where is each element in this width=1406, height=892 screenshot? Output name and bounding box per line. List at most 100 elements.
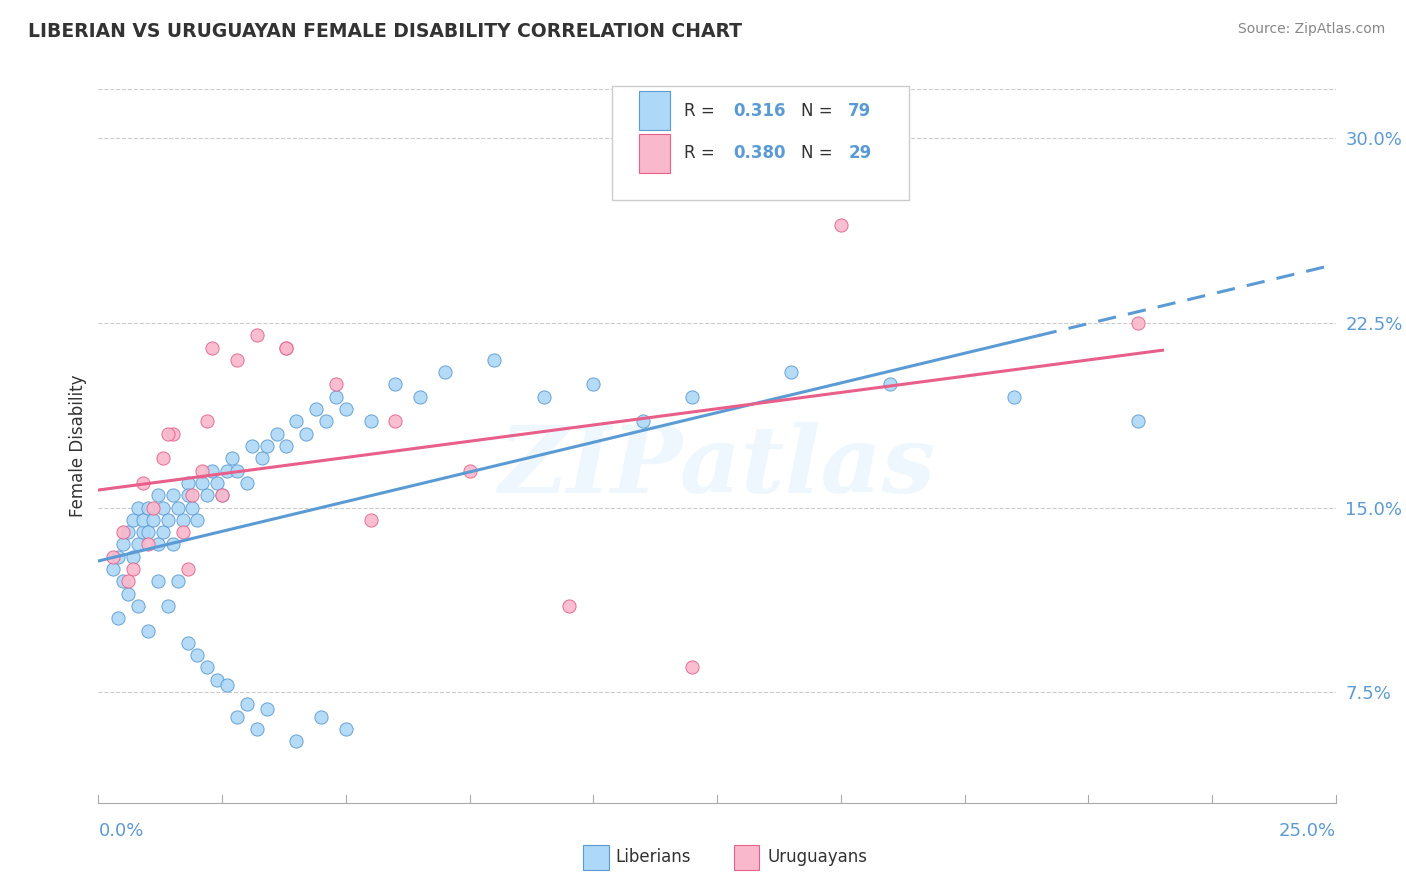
Point xyxy=(221,451,243,466)
Point xyxy=(142,500,165,515)
Point xyxy=(315,414,337,428)
Point xyxy=(1126,316,1149,330)
Point xyxy=(305,402,328,417)
Point xyxy=(191,475,214,490)
Text: 0.380: 0.380 xyxy=(733,145,786,162)
Point xyxy=(176,475,198,490)
Point xyxy=(211,488,233,502)
Text: 25.0%: 25.0% xyxy=(1278,822,1336,840)
Point xyxy=(127,500,149,515)
Text: N =: N = xyxy=(801,145,838,162)
Text: 0.316: 0.316 xyxy=(733,102,786,120)
Text: Uruguayans: Uruguayans xyxy=(768,848,868,866)
Point xyxy=(780,365,803,379)
FancyBboxPatch shape xyxy=(640,134,671,173)
Point xyxy=(112,574,135,589)
Point xyxy=(172,513,194,527)
Point xyxy=(285,414,308,428)
Point xyxy=(1002,390,1025,404)
Point xyxy=(1126,414,1149,428)
Point xyxy=(186,513,208,527)
Point xyxy=(205,673,228,687)
Point xyxy=(162,426,184,441)
Point xyxy=(112,537,135,551)
Point xyxy=(162,537,184,551)
Point xyxy=(217,678,239,692)
Point xyxy=(246,328,269,343)
Point xyxy=(122,562,145,576)
Point xyxy=(409,390,432,404)
Point xyxy=(136,537,159,551)
Point xyxy=(195,660,218,674)
Point xyxy=(217,464,239,478)
Point xyxy=(458,464,481,478)
Text: R =: R = xyxy=(683,145,720,162)
Point xyxy=(136,500,159,515)
Point xyxy=(276,341,298,355)
Point xyxy=(236,698,259,712)
Point xyxy=(195,488,218,502)
Text: R =: R = xyxy=(683,102,720,120)
Point xyxy=(103,562,125,576)
Point xyxy=(176,488,198,502)
Point xyxy=(484,352,506,367)
Point xyxy=(256,439,278,453)
Point xyxy=(117,574,139,589)
Point xyxy=(195,414,218,428)
Text: 29: 29 xyxy=(848,145,872,162)
Point xyxy=(384,414,406,428)
Point xyxy=(181,500,204,515)
Point xyxy=(146,537,169,551)
Point xyxy=(166,500,188,515)
Point xyxy=(335,722,357,736)
Point xyxy=(162,488,184,502)
Point xyxy=(250,451,273,466)
Text: N =: N = xyxy=(801,102,838,120)
Point xyxy=(122,513,145,527)
Point xyxy=(276,341,298,355)
Point xyxy=(879,377,901,392)
Point xyxy=(256,702,278,716)
Point xyxy=(226,464,249,478)
Point xyxy=(360,513,382,527)
Point xyxy=(127,599,149,613)
Point xyxy=(186,648,208,662)
Point xyxy=(152,525,174,540)
Point xyxy=(582,377,605,392)
Point xyxy=(201,464,224,478)
Point xyxy=(325,377,347,392)
Point xyxy=(142,513,165,527)
Point xyxy=(127,537,149,551)
Text: Liberians: Liberians xyxy=(616,848,692,866)
FancyBboxPatch shape xyxy=(612,86,908,200)
Point xyxy=(146,574,169,589)
Point xyxy=(236,475,259,490)
FancyBboxPatch shape xyxy=(640,91,671,130)
Point xyxy=(240,439,263,453)
Point xyxy=(226,709,249,723)
Point xyxy=(205,475,228,490)
Point xyxy=(156,426,179,441)
Point xyxy=(201,341,224,355)
Y-axis label: Female Disability: Female Disability xyxy=(69,375,87,517)
Point xyxy=(276,439,298,453)
Point xyxy=(181,488,204,502)
Point xyxy=(136,624,159,638)
Point xyxy=(433,365,456,379)
Point xyxy=(631,414,654,428)
Point xyxy=(557,599,579,613)
Point xyxy=(166,574,188,589)
Point xyxy=(172,525,194,540)
Text: LIBERIAN VS URUGUAYAN FEMALE DISABILITY CORRELATION CHART: LIBERIAN VS URUGUAYAN FEMALE DISABILITY … xyxy=(28,22,742,41)
Point xyxy=(176,636,198,650)
Point xyxy=(533,390,555,404)
Point xyxy=(295,426,318,441)
Point xyxy=(226,352,249,367)
Point xyxy=(132,513,155,527)
Point xyxy=(112,525,135,540)
Point xyxy=(132,525,155,540)
Point xyxy=(325,390,347,404)
Point xyxy=(681,660,703,674)
Point xyxy=(156,513,179,527)
Point xyxy=(152,500,174,515)
